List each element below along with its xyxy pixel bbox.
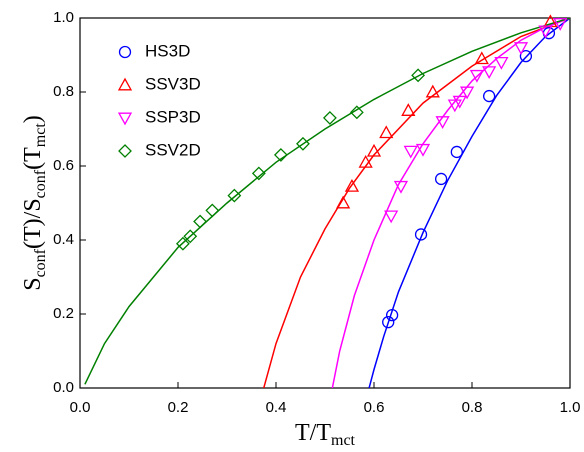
x-tick-label: 0.6 bbox=[364, 399, 385, 416]
y-label: Sconf(T)/Sconf(Tmct) bbox=[20, 115, 49, 291]
data-point bbox=[385, 308, 399, 322]
legend-label: SSV3D bbox=[145, 74, 201, 93]
plot-frame bbox=[79, 17, 571, 389]
data-point bbox=[538, 25, 553, 39]
legend-label: SSP3D bbox=[145, 107, 201, 126]
data-point bbox=[425, 84, 440, 98]
data-point bbox=[193, 214, 207, 229]
y-tick-label: 0.6 bbox=[53, 157, 74, 174]
label-part: (T bbox=[20, 147, 46, 170]
legend-marker bbox=[118, 144, 132, 158]
data-point bbox=[175, 236, 190, 251]
data-point bbox=[447, 99, 462, 113]
subscript: mct bbox=[32, 123, 49, 148]
subscript: mct bbox=[331, 432, 356, 449]
x-tick-label: 0.2 bbox=[168, 399, 189, 416]
label-part: ) bbox=[20, 115, 46, 123]
x-tick-label: 0.0 bbox=[70, 399, 91, 416]
data-point bbox=[434, 172, 448, 186]
data-point bbox=[553, 18, 568, 31]
y-tick-label: 0.2 bbox=[53, 305, 74, 322]
data-point bbox=[519, 49, 533, 63]
data-point bbox=[450, 145, 463, 159]
label-part: T/T bbox=[295, 420, 331, 446]
data-point bbox=[513, 42, 529, 55]
data-point bbox=[273, 147, 288, 162]
data-point bbox=[366, 143, 382, 157]
fit-line bbox=[331, 18, 570, 388]
x-tick-label: 0.8 bbox=[462, 399, 483, 416]
subscript: conf bbox=[32, 169, 49, 198]
data-point bbox=[469, 69, 485, 83]
data-point bbox=[384, 210, 399, 224]
y-tick-label: 0.4 bbox=[53, 231, 74, 248]
y-tick-label: 0.8 bbox=[53, 83, 74, 100]
data-point bbox=[344, 179, 360, 192]
data-point bbox=[401, 103, 416, 116]
data-point bbox=[482, 89, 496, 103]
data-point bbox=[452, 95, 467, 109]
y-tick-label: 1.0 bbox=[53, 9, 74, 26]
legend-marker bbox=[117, 77, 133, 91]
data-point bbox=[411, 68, 426, 83]
subscript: conf bbox=[32, 248, 49, 277]
data-point bbox=[459, 86, 475, 100]
fit-line bbox=[263, 18, 570, 388]
legend-label: SSV2D bbox=[145, 140, 201, 159]
data-point bbox=[382, 315, 395, 329]
legend-marker bbox=[117, 112, 133, 126]
data-point bbox=[251, 166, 266, 181]
data-point bbox=[336, 195, 351, 209]
data-point bbox=[296, 136, 310, 151]
x-tick-label: 0.4 bbox=[266, 399, 287, 416]
data-point bbox=[322, 110, 337, 125]
data-point bbox=[227, 188, 242, 203]
fit-line bbox=[84, 18, 570, 385]
x-label: T/Tmct bbox=[295, 420, 356, 449]
data-point bbox=[494, 56, 509, 70]
data-point bbox=[435, 116, 450, 129]
data-point bbox=[415, 143, 431, 157]
y-tick-label: 0.0 bbox=[53, 379, 74, 396]
data-point bbox=[349, 105, 364, 120]
data-point bbox=[358, 154, 373, 168]
fit-line bbox=[368, 18, 570, 388]
legend-marker bbox=[118, 45, 132, 59]
data-point bbox=[393, 180, 409, 194]
label-part: S bbox=[20, 277, 46, 290]
x-tick-label: 1.0 bbox=[560, 399, 581, 416]
data-point bbox=[482, 66, 497, 79]
data-point bbox=[474, 51, 489, 65]
legend-label: HS3D bbox=[145, 41, 190, 60]
data-point bbox=[379, 125, 394, 139]
label-part: (T)/S bbox=[20, 198, 46, 249]
data-point bbox=[403, 145, 418, 159]
data-point bbox=[205, 203, 220, 218]
data-point bbox=[183, 229, 198, 244]
data-point bbox=[414, 228, 428, 241]
